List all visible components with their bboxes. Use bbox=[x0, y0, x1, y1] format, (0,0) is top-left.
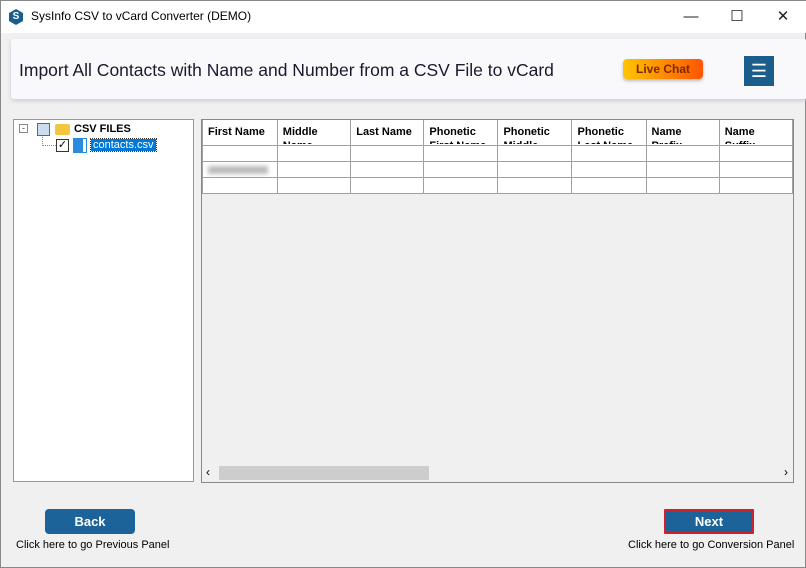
tree-connector bbox=[42, 137, 56, 146]
title-bar: S SysInfo CSV to vCard Converter (DEMO) … bbox=[1, 1, 806, 33]
column-header[interactable]: First Name bbox=[202, 120, 278, 145]
file-icon bbox=[73, 138, 87, 153]
minimize-button[interactable]: — bbox=[683, 8, 699, 25]
table-row[interactable] bbox=[202, 176, 793, 194]
collapse-icon[interactable]: - bbox=[19, 124, 28, 133]
column-header[interactable]: Name Suffix bbox=[718, 120, 793, 145]
column-header[interactable]: Middle Name bbox=[276, 120, 352, 145]
header-panel: Import All Contacts with Name and Number… bbox=[11, 39, 806, 99]
back-caption: Click here to go Previous Panel bbox=[16, 539, 170, 551]
table-row[interactable] bbox=[202, 144, 793, 162]
file-checkbox[interactable]: ✓ bbox=[56, 139, 69, 152]
window-title: SysInfo CSV to vCard Converter (DEMO) bbox=[31, 9, 252, 23]
next-button[interactable]: Next bbox=[664, 509, 754, 534]
page-title: Import All Contacts with Name and Number… bbox=[19, 60, 554, 80]
close-button[interactable]: ✕ bbox=[776, 8, 790, 25]
horizontal-scrollbar[interactable]: ‹ › bbox=[202, 464, 793, 482]
folder-icon bbox=[55, 124, 70, 135]
redacted-name bbox=[208, 165, 268, 174]
scroll-right-icon[interactable]: › bbox=[784, 465, 788, 479]
back-button[interactable]: Back bbox=[45, 509, 135, 534]
next-caption: Click here to go Conversion Panel bbox=[628, 539, 795, 551]
app-logo-icon: S bbox=[9, 9, 23, 25]
column-header[interactable]: Phonetic Middle Name bbox=[497, 120, 573, 145]
table-row[interactable] bbox=[202, 160, 793, 178]
contacts-grid: First Name Middle Name Last Name Phoneti… bbox=[201, 119, 794, 483]
header-row: First Name Middle Name Last Name Phoneti… bbox=[202, 120, 793, 145]
column-header[interactable]: Phonetic Last Name bbox=[571, 120, 647, 145]
root-checkbox[interactable] bbox=[37, 123, 50, 136]
column-header[interactable]: Last Name bbox=[350, 120, 425, 145]
tree-file-item[interactable]: contacts.csv bbox=[90, 138, 157, 152]
file-tree: - CSV FILES ✓ contacts.csv bbox=[13, 119, 194, 482]
maximize-button[interactable]: ☐ bbox=[730, 8, 744, 25]
column-header[interactable]: Phonetic First Name bbox=[423, 120, 499, 145]
scroll-left-icon[interactable]: ‹ bbox=[206, 465, 210, 479]
scrollbar-thumb[interactable] bbox=[219, 466, 429, 480]
menu-button[interactable]: ☰ bbox=[744, 56, 774, 86]
column-header[interactable]: Name Prefix bbox=[645, 120, 720, 145]
tree-root-label[interactable]: CSV FILES bbox=[74, 123, 131, 135]
hamburger-icon: ☰ bbox=[750, 61, 768, 81]
live-chat-button[interactable]: Live Chat bbox=[623, 59, 703, 79]
